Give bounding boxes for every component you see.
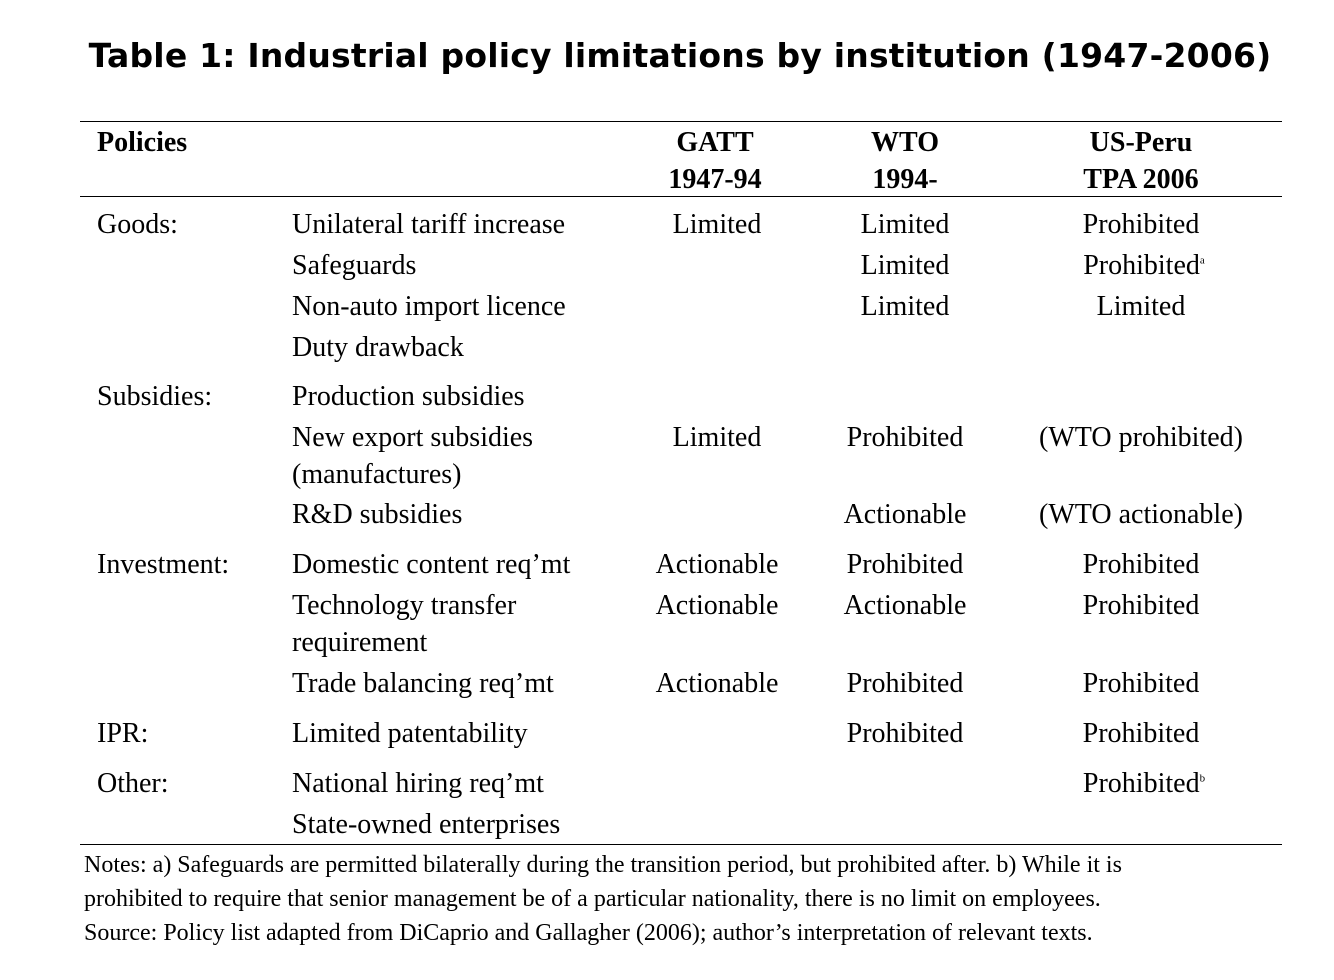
us-technology-transfer: Prohibited [1082, 590, 1200, 621]
table-notes: Notes: a) Safeguards are permitted bilat… [84, 848, 1324, 950]
wto-trade-balancing: Prohibited [846, 668, 964, 699]
header-rule [80, 196, 1282, 197]
us-national-hiring: Prohibitedb [1082, 768, 1206, 799]
table-title: Table 1: Industrial policy limitations b… [88, 36, 1272, 75]
gatt-technology-transfer: Actionable [655, 590, 779, 621]
policy-domestic-content: Domestic content req’mt [292, 549, 571, 580]
header-wto-years: 1994- [872, 164, 938, 195]
notes-source: Source: Policy list adapted from DiCapri… [84, 920, 1093, 946]
bottom-rule [80, 844, 1282, 845]
gatt-trade-balancing: Actionable [655, 668, 779, 699]
category-ipr: IPR: [97, 718, 149, 749]
top-rule [80, 121, 1282, 122]
wto-safeguards: Limited [860, 250, 950, 281]
wto-limited-patentability: Prohibited [846, 718, 964, 749]
wto-export-subsidies: Prohibited [846, 422, 964, 453]
header-wto: WTO [871, 127, 939, 158]
us-trade-balancing: Prohibited [1082, 668, 1200, 699]
policy-technology-transfer: Technology transfer [292, 590, 517, 621]
policy-safeguards: Safeguards [292, 250, 417, 281]
wto-non-auto-licence: Limited [860, 291, 950, 322]
policy-unilateral-tariff: Unilateral tariff increase [292, 209, 566, 240]
us-export-subsidies: (WTO prohibited) [1039, 422, 1243, 453]
gatt-unilateral-tariff: Limited [672, 209, 762, 240]
header-us-peru-year: TPA 2006 [1083, 164, 1199, 195]
us-rnd-subsidies: (WTO actionable) [1039, 499, 1243, 530]
policy-production-subsidies: Production subsidies [292, 381, 525, 412]
notes-line-1: Notes: a) Safeguards are permitted bilat… [84, 852, 1122, 878]
policy-limited-patentability: Limited patentability [292, 718, 528, 749]
policy-technology-transfer-line2: requirement [292, 627, 428, 658]
gatt-domestic-content: Actionable [655, 549, 779, 580]
policy-state-owned-enterprises: State-owned enterprises [292, 809, 561, 840]
wto-domestic-content: Prohibited [846, 549, 964, 580]
category-goods: Goods: [97, 209, 178, 240]
gatt-export-subsidies: Limited [672, 422, 762, 453]
us-safeguards: Prohibiteda [1083, 250, 1205, 281]
policy-non-auto-licence: Non-auto import licence [292, 291, 566, 322]
header-gatt: GATT [676, 127, 754, 158]
footnote-b-marker: b [1199, 772, 1206, 785]
notes-line-2: prohibited to require that senior manage… [84, 886, 1101, 912]
us-limited-patentability: Prohibited [1082, 718, 1200, 749]
policy-export-subsidies-line2: (manufactures) [292, 459, 462, 490]
policy-national-hiring: National hiring req’mt [292, 768, 544, 799]
header-policies: Policies [97, 127, 188, 158]
header-us-peru: US-Peru [1089, 127, 1193, 158]
policy-export-subsidies: New export subsidies [292, 422, 534, 453]
category-investment: Investment: [97, 549, 230, 580]
policy-trade-balancing: Trade balancing req’mt [292, 668, 554, 699]
wto-rnd-subsidies: Actionable [843, 499, 967, 530]
footnote-a-marker: a [1199, 254, 1205, 267]
category-subsidies: Subsidies: [97, 381, 213, 412]
us-non-auto-licence: Limited [1096, 291, 1186, 322]
us-domestic-content: Prohibited [1082, 549, 1200, 580]
header-gatt-years: 1947-94 [668, 164, 762, 195]
policy-duty-drawback: Duty drawback [292, 332, 464, 363]
us-unilateral-tariff: Prohibited [1082, 209, 1200, 240]
category-other: Other: [97, 768, 169, 799]
policy-rnd-subsidies: R&D subsidies [292, 499, 463, 530]
wto-technology-transfer: Actionable [843, 590, 967, 621]
wto-unilateral-tariff: Limited [860, 209, 950, 240]
